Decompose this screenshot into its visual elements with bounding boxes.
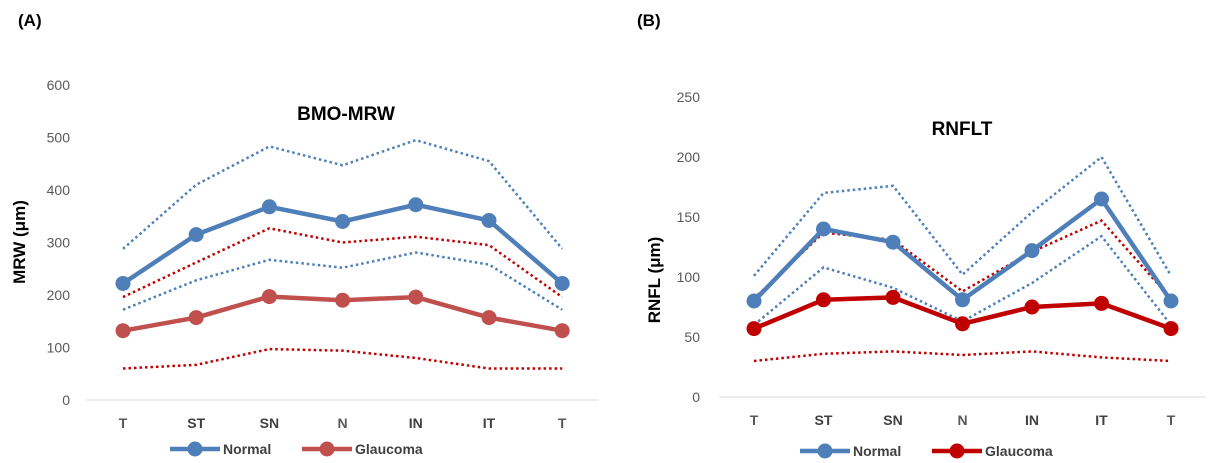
- x-tick-label: SN: [260, 415, 279, 431]
- y-ticks-a: 0 100 200 300 400 500 600: [47, 77, 71, 408]
- x-tick-label: T: [558, 415, 567, 431]
- data-point-glaucoma: [885, 289, 901, 305]
- data-point-normal: [1024, 243, 1040, 259]
- y-tick-label: 100: [677, 269, 701, 285]
- legend-item-glaucoma: Glaucoma: [932, 443, 1053, 459]
- legend-a: Normal Glaucoma: [170, 441, 423, 457]
- data-point-normal: [554, 275, 570, 291]
- data-point-normal: [481, 212, 497, 228]
- data-point-glaucoma: [481, 310, 497, 326]
- x-tick-label: T: [119, 415, 128, 431]
- data-point-glaucoma: [335, 292, 351, 308]
- series-line-glaucoma-lower: [753, 350, 1172, 363]
- legend-item-normal: Normal: [800, 443, 901, 459]
- legend-item-normal: Normal: [170, 441, 271, 457]
- y-tick-label: 100: [47, 340, 71, 356]
- data-point-glaucoma: [1024, 299, 1040, 315]
- x-tick-label: SN: [883, 412, 902, 428]
- data-point-glaucoma: [188, 310, 204, 326]
- chart-panel-a: (A) BMO-MRW MRW (μm) 0 100 200 300 400 500 600…: [10, 11, 599, 457]
- y-tick-label: 300: [47, 235, 71, 251]
- data-point-normal: [1094, 191, 1109, 207]
- legend-item-glaucoma: Glaucoma: [302, 441, 423, 457]
- x-tick-label: T: [1167, 412, 1176, 428]
- data-point-normal: [746, 293, 762, 309]
- series-line-normal-lower: [122, 251, 563, 311]
- x-tick-label: ST: [187, 415, 205, 431]
- y-tick-label: 0: [692, 389, 700, 405]
- legend-swatch-marker: [949, 443, 965, 459]
- data-point-normal: [115, 275, 131, 291]
- y-tick-label: 250: [677, 89, 701, 105]
- x-tick-label: IT: [483, 415, 496, 431]
- data-point-glaucoma: [955, 316, 970, 332]
- data-point-normal: [1163, 293, 1179, 309]
- legend-label: Glaucoma: [985, 443, 1053, 459]
- data-point-glaucoma: [115, 323, 131, 339]
- data-point-normal: [885, 234, 901, 250]
- y-ticks-b: 0 50 100 150 200 250: [677, 89, 701, 405]
- y-tick-label: 400: [47, 182, 71, 198]
- y-axis-label-a: MRW (μm): [10, 200, 29, 284]
- x-ticks-b: T ST SN N IN IT T: [750, 412, 1176, 428]
- legend-label: Normal: [223, 441, 271, 457]
- data-point-glaucoma: [554, 323, 570, 339]
- data-point-glaucoma: [408, 289, 424, 305]
- legend-b: Normal Glaucoma: [800, 443, 1053, 459]
- y-tick-label: 150: [677, 209, 701, 225]
- series-line-normal-upper: [753, 155, 1173, 277]
- y-axis-label-b: RNFL (μm): [645, 237, 664, 324]
- x-tick-label: IN: [1025, 412, 1039, 428]
- y-tick-label: 200: [677, 149, 701, 165]
- series-group-b: [746, 155, 1179, 363]
- series-group-a: [115, 138, 570, 370]
- panel-label-b: (B): [637, 11, 661, 30]
- data-point-glaucoma: [261, 289, 277, 305]
- series-line-normal: [752, 196, 1173, 303]
- y-tick-label: 50: [684, 329, 700, 345]
- legend-swatch-marker: [319, 441, 335, 457]
- x-tick-label: IN: [409, 415, 423, 431]
- y-tick-label: 500: [47, 130, 71, 146]
- data-point-normal: [261, 199, 277, 215]
- x-tick-label: N: [957, 412, 967, 428]
- series-line-normal-upper: [122, 138, 564, 250]
- legend-label: Normal: [853, 443, 901, 459]
- data-point-glaucoma: [1094, 295, 1109, 311]
- data-point-normal: [955, 292, 970, 308]
- data-point-normal: [335, 214, 351, 229]
- legend-label: Glaucoma: [355, 441, 423, 457]
- data-point-normal: [816, 221, 831, 237]
- data-point-glaucoma: [746, 321, 762, 337]
- legend-swatch-marker: [817, 443, 833, 459]
- y-tick-label: 200: [47, 287, 71, 303]
- data-point-glaucoma: [816, 292, 831, 308]
- chart-title-b: RNFLT: [932, 119, 993, 140]
- x-tick-label: N: [338, 415, 348, 431]
- x-tick-label: ST: [815, 412, 833, 428]
- x-tick-label: T: [750, 412, 759, 428]
- panel-label-a: (A): [18, 11, 42, 30]
- y-tick-label: 600: [47, 77, 71, 93]
- series-line-glaucoma-upper: [753, 219, 1172, 300]
- series-line-glaucoma-lower: [122, 347, 563, 370]
- chart-title-a: BMO-MRW: [297, 104, 395, 125]
- x-tick-label: IT: [1095, 412, 1108, 428]
- data-point-normal: [188, 227, 204, 243]
- data-point-glaucoma: [1163, 321, 1179, 337]
- legend-swatch-marker: [187, 441, 203, 457]
- x-ticks-a: T ST SN N IN IT T: [119, 415, 567, 431]
- series-line-normal-lower: [753, 234, 1172, 326]
- data-point-normal: [408, 197, 424, 213]
- y-tick-label: 0: [62, 392, 70, 408]
- chart-panel-b: (B) RNFLT RNFL (μm) 0 50 100 150 200 250 T ST S…: [637, 11, 1206, 459]
